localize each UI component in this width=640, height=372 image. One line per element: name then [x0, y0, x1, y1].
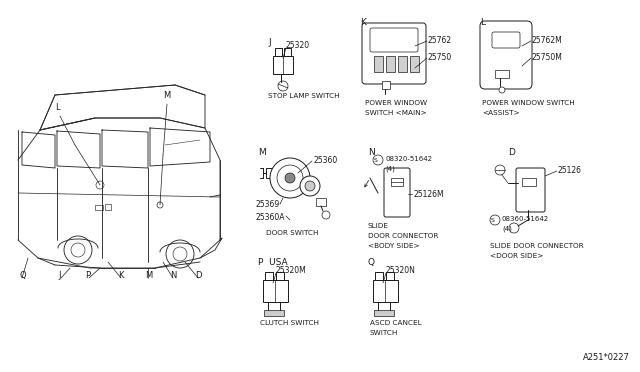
Bar — [316, 198, 326, 206]
Text: 25360: 25360 — [313, 156, 337, 165]
Circle shape — [157, 202, 163, 208]
Bar — [410, 56, 419, 72]
Text: 08320-51642: 08320-51642 — [385, 156, 432, 162]
Circle shape — [285, 173, 295, 183]
Bar — [386, 272, 394, 280]
Text: SLIDE DOOR CONNECTOR: SLIDE DOOR CONNECTOR — [490, 243, 584, 249]
Text: 25360A: 25360A — [256, 213, 285, 222]
Text: M: M — [163, 91, 170, 100]
Bar — [275, 48, 282, 56]
Text: <ASSIST>: <ASSIST> — [482, 110, 520, 116]
Circle shape — [173, 247, 187, 261]
Text: POWER WINDOW SWITCH: POWER WINDOW SWITCH — [482, 100, 575, 106]
Text: M: M — [258, 148, 266, 157]
Circle shape — [71, 243, 85, 257]
Text: 25126M: 25126M — [413, 190, 444, 199]
Circle shape — [499, 87, 505, 93]
Text: Q: Q — [368, 258, 375, 267]
Text: (4): (4) — [385, 166, 395, 173]
Bar — [398, 56, 407, 72]
Text: DOOR SWITCH: DOOR SWITCH — [266, 230, 319, 236]
Text: (4): (4) — [502, 226, 512, 232]
Text: P  USA: P USA — [258, 258, 287, 267]
Text: ASCD CANCEL: ASCD CANCEL — [370, 320, 422, 326]
Text: 25126: 25126 — [558, 166, 582, 175]
Circle shape — [278, 81, 288, 91]
FancyBboxPatch shape — [370, 28, 418, 52]
Circle shape — [322, 211, 330, 219]
Text: 25762M: 25762M — [532, 36, 563, 45]
Bar — [391, 178, 403, 186]
Circle shape — [509, 223, 519, 233]
Text: <DOOR SIDE>: <DOOR SIDE> — [490, 253, 543, 259]
Bar — [386, 56, 395, 72]
Circle shape — [270, 158, 310, 198]
Text: Q: Q — [20, 271, 27, 280]
Bar — [522, 178, 536, 186]
Bar — [284, 48, 291, 56]
Circle shape — [96, 181, 104, 189]
Text: 25750M: 25750M — [532, 53, 563, 62]
FancyBboxPatch shape — [516, 168, 545, 212]
Text: N: N — [170, 271, 177, 280]
Bar — [265, 272, 273, 280]
Bar — [263, 280, 288, 302]
Text: K: K — [360, 18, 366, 27]
Text: 25320N: 25320N — [386, 266, 416, 275]
Text: SLIDE: SLIDE — [368, 223, 389, 229]
Bar — [266, 168, 278, 178]
Text: K: K — [118, 271, 124, 280]
Bar — [374, 56, 383, 72]
Circle shape — [305, 181, 315, 191]
Circle shape — [277, 165, 303, 191]
Bar — [374, 310, 394, 316]
Text: POWER WINDOW: POWER WINDOW — [365, 100, 427, 106]
Text: CLUTCH SWITCH: CLUTCH SWITCH — [260, 320, 319, 326]
Text: M: M — [145, 271, 152, 280]
FancyBboxPatch shape — [384, 168, 410, 217]
Text: SWITCH <MAIN>: SWITCH <MAIN> — [365, 110, 427, 116]
Text: SWITCH: SWITCH — [370, 330, 398, 336]
Text: L: L — [480, 18, 485, 27]
Bar — [105, 204, 111, 210]
Circle shape — [373, 155, 383, 165]
Circle shape — [166, 240, 194, 268]
Text: <BODY SIDE>: <BODY SIDE> — [368, 243, 420, 249]
Text: S: S — [491, 218, 495, 222]
Bar — [375, 272, 383, 280]
Text: 25320M: 25320M — [276, 266, 307, 275]
Text: 25369: 25369 — [256, 200, 280, 209]
Text: 25320: 25320 — [286, 41, 310, 50]
Text: J: J — [58, 271, 61, 280]
Bar — [95, 205, 103, 210]
Bar — [264, 310, 284, 316]
Text: D: D — [195, 271, 202, 280]
Text: L: L — [55, 103, 60, 112]
Circle shape — [64, 236, 92, 264]
Text: DOOR CONNECTOR: DOOR CONNECTOR — [368, 233, 438, 239]
FancyBboxPatch shape — [492, 32, 520, 48]
Text: S: S — [374, 157, 378, 163]
FancyArrowPatch shape — [365, 180, 369, 187]
Circle shape — [495, 165, 505, 175]
Bar — [373, 280, 398, 302]
Text: A251*0227: A251*0227 — [583, 353, 630, 362]
Circle shape — [300, 176, 320, 196]
Bar — [273, 56, 293, 74]
Text: 08360-51642: 08360-51642 — [502, 216, 549, 222]
Text: P: P — [85, 271, 90, 280]
Circle shape — [490, 215, 500, 225]
Text: STOP LAMP SWITCH: STOP LAMP SWITCH — [268, 93, 340, 99]
Text: D: D — [508, 148, 515, 157]
FancyBboxPatch shape — [362, 23, 426, 84]
Text: 25750: 25750 — [428, 53, 452, 62]
Bar — [276, 272, 284, 280]
Text: J: J — [268, 38, 271, 47]
Bar — [495, 70, 509, 78]
FancyBboxPatch shape — [480, 21, 532, 89]
Text: N: N — [368, 148, 375, 157]
Bar — [382, 81, 390, 89]
Text: 25762: 25762 — [428, 36, 452, 45]
